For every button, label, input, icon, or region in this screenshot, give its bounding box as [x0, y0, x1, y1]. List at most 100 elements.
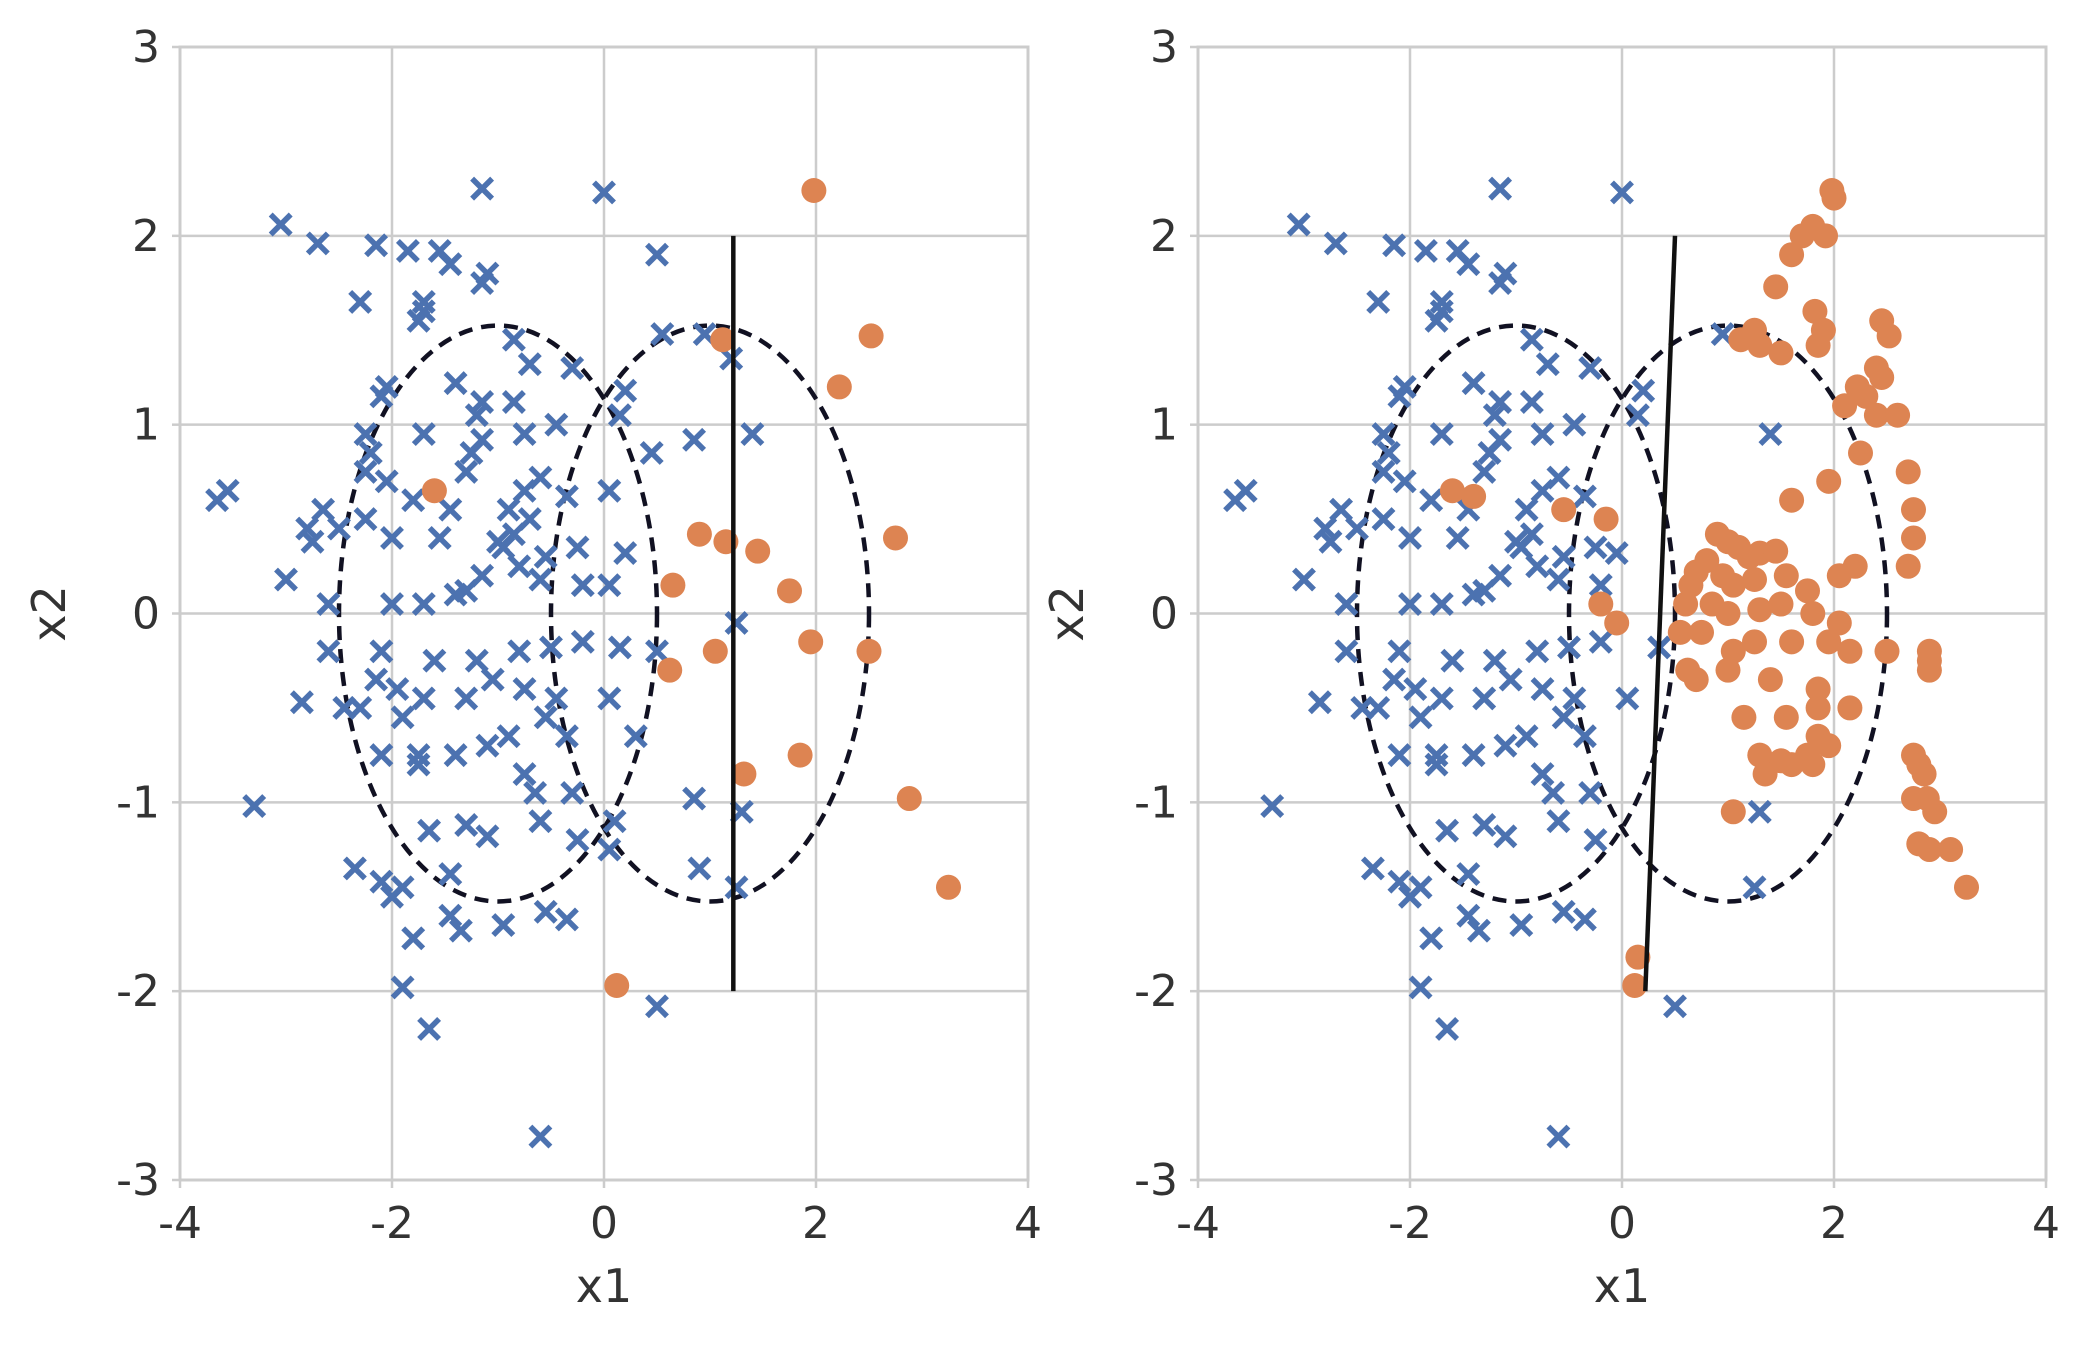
x-marker-point — [1562, 686, 1587, 711]
circle-marker-point — [1757, 667, 1783, 693]
circle-marker-point — [604, 973, 630, 999]
x-marker-point — [348, 289, 373, 314]
x-marker-point — [464, 648, 489, 673]
x-marker-point — [1551, 705, 1576, 730]
circle-marker-point — [1911, 761, 1937, 787]
x-marker-point — [401, 488, 426, 513]
x-marker-point — [1440, 648, 1465, 673]
x-marker-point — [607, 403, 632, 428]
x-marker-point — [1382, 233, 1407, 258]
circle-marker-point — [1805, 695, 1831, 721]
x-marker-point — [1286, 212, 1311, 237]
y-tick-label: -2 — [116, 966, 160, 1017]
x-marker-point — [1488, 390, 1513, 414]
x-marker-point — [1588, 629, 1613, 654]
x-marker-point — [1398, 526, 1422, 550]
x-marker-point — [613, 541, 638, 566]
x-marker-point — [295, 516, 320, 541]
x-marker-point — [1318, 529, 1343, 554]
x-marker-point — [1345, 516, 1369, 541]
circle-marker-point — [1789, 223, 1815, 249]
x-marker-point — [1403, 677, 1428, 701]
x-marker-point — [1578, 356, 1603, 380]
x-marker-point — [1424, 743, 1449, 768]
x-marker-point — [411, 422, 436, 447]
x-marker-point — [1382, 667, 1407, 692]
y-tick-label: 2 — [1150, 211, 1178, 262]
x-marker-point — [316, 592, 341, 617]
x-marker-point — [1424, 752, 1449, 777]
x-marker-point — [645, 639, 669, 664]
x-marker-point — [205, 488, 230, 513]
x-marker-point — [1663, 994, 1687, 1019]
circle-marker-point — [1795, 578, 1820, 604]
x-marker-point — [533, 544, 558, 569]
x-marker-point — [528, 1124, 553, 1149]
x-marker-point — [512, 422, 537, 447]
x-marker-point — [1371, 422, 1396, 447]
circle-marker-point — [1622, 973, 1648, 999]
x-marker-point — [390, 875, 415, 900]
x-marker-point — [523, 780, 548, 805]
x-marker-point — [406, 743, 431, 768]
x-marker-point — [491, 913, 516, 938]
x-marker-point — [1530, 762, 1555, 786]
x-marker-point — [1466, 918, 1491, 943]
circle-marker-point — [1625, 944, 1651, 970]
x-marker-point — [364, 667, 389, 692]
x-marker-point — [1371, 459, 1396, 484]
circle-marker-point — [1768, 340, 1794, 366]
x-marker-point — [1530, 422, 1555, 447]
x-marker-point — [1408, 975, 1433, 1000]
x-marker-point — [570, 629, 595, 654]
x-tick-label: 4 — [2032, 1198, 2060, 1249]
x-marker-point — [1498, 667, 1523, 692]
x-marker-point — [411, 299, 436, 324]
x-marker-point — [401, 926, 426, 951]
circle-marker-point — [1832, 393, 1858, 419]
circle-marker-point — [1461, 483, 1487, 509]
x-marker-point — [311, 497, 336, 522]
x-marker-point — [507, 554, 532, 579]
x-marker-point — [475, 824, 500, 849]
x-marker-point — [565, 828, 590, 853]
circle-marker-point — [1869, 364, 1895, 390]
x-marker-point — [1387, 384, 1412, 409]
circle-marker-point — [1802, 298, 1828, 324]
circle-marker-point — [1826, 610, 1852, 636]
x-marker-point — [1525, 639, 1550, 664]
circle-marker-point — [1816, 468, 1842, 494]
x-marker-point — [369, 869, 394, 894]
x-marker-point — [1747, 799, 1772, 824]
x-marker-point — [528, 567, 553, 592]
circle-marker-point — [1779, 752, 1805, 778]
circle-marker-point — [787, 742, 813, 768]
x-marker-point — [1429, 422, 1454, 447]
circle-marker-point — [1742, 317, 1767, 343]
x-marker-point — [1456, 862, 1481, 887]
x-marker-point — [342, 856, 367, 881]
x-marker-point — [1223, 488, 1248, 513]
x-marker-point — [1419, 488, 1444, 513]
x-marker-point — [517, 352, 542, 377]
x-marker-point — [1604, 541, 1629, 566]
y-tick-label: -3 — [116, 1155, 160, 1206]
circle-marker-point — [1874, 638, 1900, 664]
x-marker-point — [454, 813, 479, 837]
x-marker-point — [501, 327, 526, 352]
circle-marker-point — [1747, 597, 1773, 623]
x-marker-point — [1541, 780, 1566, 805]
x-marker-point — [369, 743, 394, 768]
x-marker-point — [268, 212, 293, 237]
x-marker-point — [470, 176, 495, 201]
circle-marker-point — [1720, 572, 1746, 598]
circle-marker-point — [1916, 837, 1942, 863]
x-marker-point — [539, 635, 563, 660]
x-marker-point — [1557, 635, 1581, 660]
circle-marker-point — [1901, 497, 1926, 523]
x-marker-point — [1477, 441, 1502, 465]
x-marker-point — [491, 535, 516, 560]
x-marker-point — [443, 371, 468, 396]
x-marker-point — [464, 403, 489, 428]
x-marker-point — [1387, 869, 1412, 894]
